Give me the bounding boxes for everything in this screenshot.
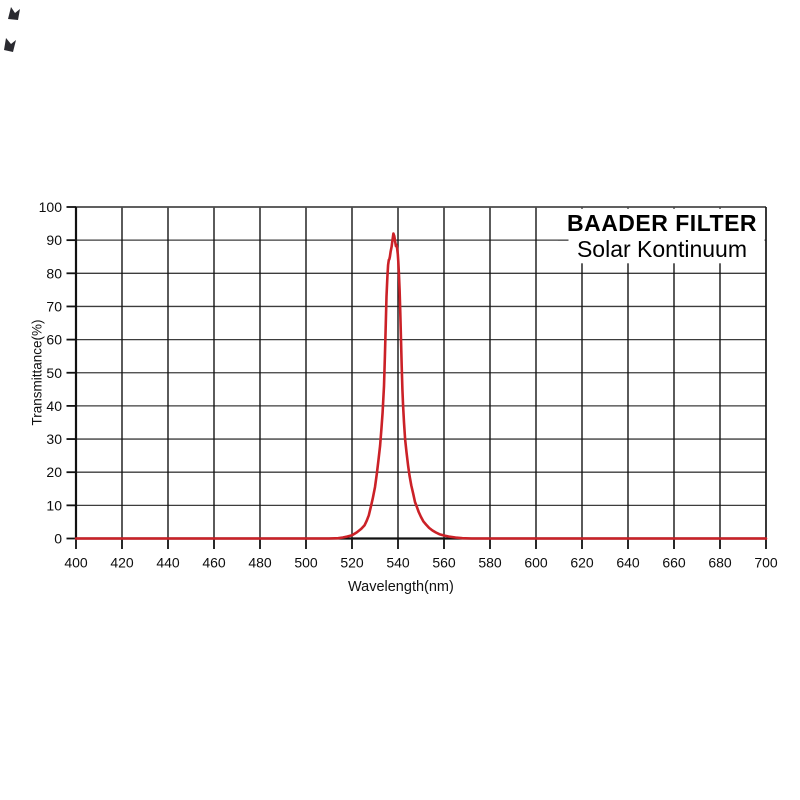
x-tick-label: 580 (478, 555, 502, 571)
x-tick-label: 680 (708, 555, 732, 571)
x-tick-label: 500 (294, 555, 318, 571)
corner-mark (8, 7, 20, 20)
brand-title-box: BAADER FILTER Solar Kontinuum (559, 210, 765, 263)
y-tick-label: 80 (46, 265, 62, 281)
y-tick-label: 20 (46, 464, 62, 480)
x-tick-label: 480 (248, 555, 272, 571)
x-tick-label: 560 (432, 555, 456, 571)
transmittance-curve (74, 232, 768, 540)
x-tick-label: 520 (340, 555, 364, 571)
y-tick-label: 100 (39, 199, 63, 215)
y-tick-label: 40 (46, 398, 62, 414)
x-tick-label: 400 (64, 555, 88, 571)
y-tick-label: 10 (46, 497, 62, 513)
y-axis-title: Transmittance(%) (29, 319, 45, 426)
y-tick-label: 0 (54, 531, 62, 547)
x-tick-label: 640 (616, 555, 640, 571)
y-tick-label: 50 (46, 365, 62, 381)
brand-box-mask (558, 208, 765, 264)
x-tick-label: 420 (110, 555, 134, 571)
x-tick-label: 540 (386, 555, 410, 571)
x-tick-label: 600 (524, 555, 548, 571)
x-tick-label: 440 (156, 555, 180, 571)
x-tick-label: 460 (202, 555, 226, 571)
y-tick-label: 90 (46, 232, 62, 248)
x-axis-title: Wavelength(nm) (348, 579, 454, 595)
brand-subtitle: Solar Kontinuum (576, 235, 748, 262)
brand-title: BAADER FILTER (566, 209, 758, 236)
x-tick-label: 660 (662, 555, 686, 571)
corner-mark (4, 38, 16, 52)
y-tick-label: 60 (46, 332, 62, 348)
x-tick-label: 620 (570, 555, 594, 571)
x-tick-label: 700 (754, 555, 778, 571)
y-tick-label: 30 (46, 431, 62, 447)
y-tick-label: 70 (46, 298, 62, 314)
